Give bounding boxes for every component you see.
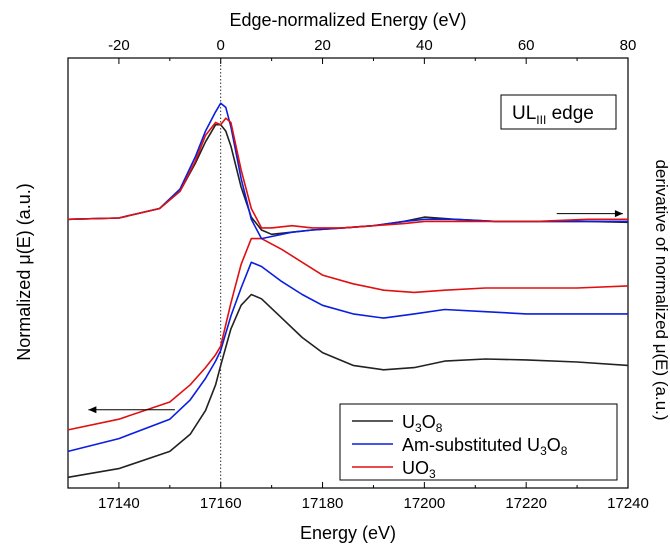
y-axis-left-label: Normalized μ(E) (a.u.)	[14, 183, 34, 360]
arrow-layer	[88, 210, 623, 414]
legend-entry-2: UO3	[352, 458, 436, 481]
bottom-tick-label: 17200	[404, 495, 446, 512]
legend-label: Am-substituted U3O8	[402, 435, 568, 458]
top-tick-label: -20	[108, 37, 130, 54]
legend: U3O8 Am-substituted U3O8 UO3	[339, 403, 618, 481]
top-tick-label: 80	[620, 37, 637, 54]
legend-label: U3O8	[402, 412, 443, 435]
top-tick-label: 20	[314, 37, 331, 54]
legend-entry-1: Am-substituted U3O8	[352, 435, 568, 458]
top-tick-label: 0	[217, 37, 225, 54]
bottom-tick-label: 17180	[302, 495, 344, 512]
derivative-axis-arrow	[556, 210, 623, 218]
normalized-series-1	[67, 261, 628, 453]
bottom-tick-label: 17160	[200, 495, 242, 512]
derivative-series-3	[67, 123, 629, 236]
x-axis-top-label: Edge-normalized Energy (eV)	[229, 10, 466, 30]
bottom-tick-label: 17220	[505, 495, 547, 512]
legend-label: UO3	[402, 458, 436, 481]
x-axis-bottom-label: Energy (eV)	[300, 523, 396, 543]
bottom-axis-ticks: 17140 17160 17180 17200 17220 17240	[67, 482, 649, 512]
y-axis-right-label: derivative of normalized μ(E) (a.u.)	[652, 159, 670, 420]
top-tick-label: 40	[416, 37, 433, 54]
edge-label-box: ULIII edge	[500, 94, 617, 130]
plot-frame	[67, 57, 629, 489]
bottom-tick-label: 17140	[98, 495, 140, 512]
derivative-series-4	[67, 102, 628, 240]
normalized-axis-arrow	[88, 406, 175, 414]
series-layer	[67, 102, 629, 479]
bottom-tick-label: 17240	[607, 495, 649, 512]
top-axis-ticks: -20 0 20 40 60 80	[67, 37, 637, 64]
derivative-series-5	[67, 117, 628, 229]
edge-label: ULIII edge	[512, 103, 594, 127]
top-tick-label: 60	[518, 37, 535, 54]
legend-entry-0: U3O8	[352, 412, 443, 435]
normalized-series-0	[67, 293, 629, 479]
normalized-series-2	[67, 237, 629, 431]
